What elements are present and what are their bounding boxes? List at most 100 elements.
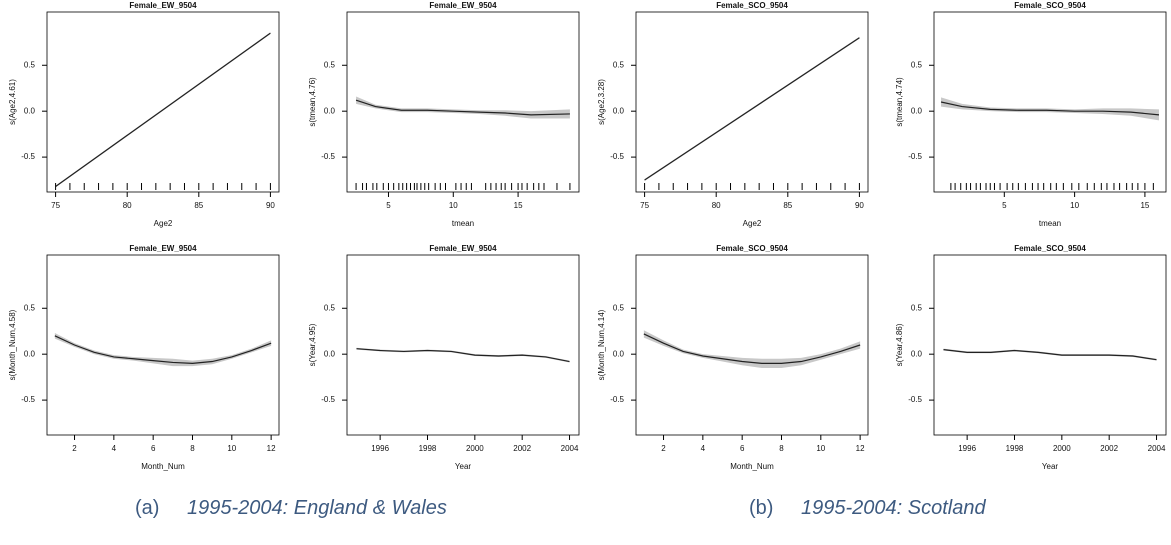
confidence-band [54,333,272,367]
x-tick-label: 5 [1002,201,1007,210]
y-axis-label: s(Age2,4.61) [8,79,17,125]
plot-frame [346,254,580,436]
y-axis-label: s(tmean,4.74) [895,77,904,127]
x-axis-label: Age2 [743,219,762,228]
x-tick-label: 5 [386,201,391,210]
confidence-band [356,96,570,119]
chart-title: Female_EW_9504 [429,244,497,253]
x-axis-label: tmean [452,219,474,228]
caption: (a) 1995-2004: England & Wales [135,497,447,520]
confidence-band [941,97,1159,121]
x-tick-label: 15 [514,201,523,210]
x-tick-label: 4 [112,444,117,453]
plot-frame [46,11,280,193]
x-tick-label: 2 [72,444,77,453]
x-tick-label: 6 [151,444,156,453]
x-tick-label: 8 [190,444,195,453]
plot-frame [46,254,280,436]
x-tick-label: 2002 [1100,444,1118,453]
chart-title: Female_SCO_9504 [716,1,788,10]
x-axis-label: Month_Num [730,462,774,471]
x-tick-label: 80 [712,201,721,210]
y-axis-label: s(tmean,4.76) [308,77,317,127]
x-tick-label: 4 [701,444,706,453]
x-tick-label: 1998 [1006,444,1024,453]
x-tick-label: 1996 [371,444,389,453]
caption-text: 1995-2004: England & Wales [187,497,447,519]
y-tick-label: -0.5 [610,152,624,161]
x-axis-label: tmean [1039,219,1061,228]
y-tick-label: 0.0 [24,106,36,115]
x-tick-label: 12 [267,444,276,453]
smooth-line [356,348,570,363]
x-axis-label: Year [455,462,472,471]
y-tick-label: 0.0 [324,349,336,358]
x-tick-label: 2 [661,444,666,453]
y-tick-label: 0.0 [324,106,336,115]
y-tick-label: 0.5 [613,303,625,312]
y-axis-label: s(Month_Num,4.58) [8,309,17,380]
x-tick-label: 2002 [513,444,531,453]
x-tick-label: 90 [266,201,275,210]
smooth-line [355,99,570,116]
y-tick-label: -0.5 [908,152,922,161]
y-tick-label: 0.0 [911,106,923,115]
smooth-line [940,101,1160,116]
y-tick-label: 0.5 [324,60,336,69]
y-tick-label: -0.5 [321,152,335,161]
x-tick-label: 8 [779,444,784,453]
confidence-band [643,330,861,368]
x-axis-label: Year [1042,462,1059,471]
plot-frame [635,11,869,193]
confidence-band [356,347,570,363]
confidence-band [943,348,1157,361]
y-tick-label: 0.5 [24,60,36,69]
y-tick-label: 0.0 [613,106,625,115]
plot-frame [933,254,1167,436]
y-tick-label: 0.5 [911,303,923,312]
smooth-line [643,333,861,364]
x-tick-label: 2000 [466,444,484,453]
y-axis-label: s(Year,4.86) [895,323,904,366]
y-axis-label: s(Month_Num,4.14) [597,309,606,380]
x-tick-label: 85 [783,201,792,210]
x-tick-label: 10 [1070,201,1079,210]
smooth-line [943,348,1157,361]
x-tick-label: 12 [856,444,865,453]
x-tick-label: 1996 [958,444,976,453]
x-tick-label: 2004 [1148,444,1166,453]
x-tick-label: 1998 [419,444,437,453]
chart-title: Female_SCO_9504 [1014,1,1086,10]
plot-frame [933,11,1167,193]
y-tick-label: 0.0 [613,349,625,358]
x-tick-label: 6 [740,444,745,453]
x-tick-label: 10 [816,444,825,453]
y-tick-label: -0.5 [610,395,624,404]
y-tick-label: 0.5 [24,303,36,312]
y-tick-label: -0.5 [21,395,35,404]
y-axis-label: s(Age2,3.28) [597,79,606,125]
y-tick-label: -0.5 [908,395,922,404]
plot-frame [635,254,869,436]
x-tick-label: 75 [640,201,649,210]
y-tick-label: 0.5 [911,60,923,69]
y-tick-label: -0.5 [21,152,35,161]
x-axis-label: Age2 [154,219,173,228]
plot-frame [346,11,580,193]
chart-title: Female_EW_9504 [129,1,197,10]
caption-label: (a) [135,497,160,519]
caption: (b) 1995-2004: Scotland [749,497,986,520]
smooth-line [55,32,271,187]
x-tick-label: 10 [449,201,458,210]
caption-text: 1995-2004: Scotland [801,497,986,519]
y-tick-label: 0.0 [24,349,36,358]
chart-title: Female_EW_9504 [429,1,497,10]
x-tick-label: 75 [51,201,60,210]
x-tick-label: 90 [855,201,864,210]
y-tick-label: 0.5 [324,303,336,312]
x-tick-label: 80 [123,201,132,210]
x-axis-label: Month_Num [141,462,185,471]
chart-title: Female_SCO_9504 [1014,244,1086,253]
y-tick-label: 0.5 [613,60,625,69]
